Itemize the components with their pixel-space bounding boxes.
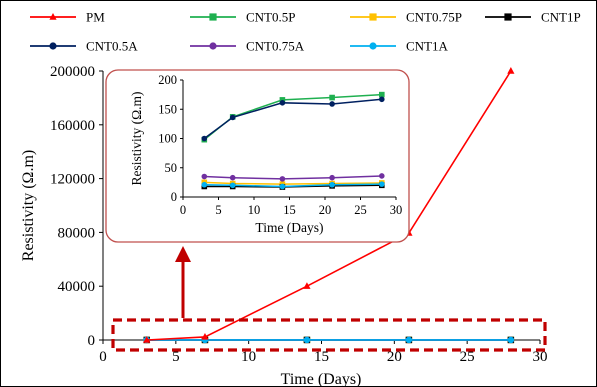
x-tick-label: 30 <box>533 349 548 365</box>
inset-x-tick-label: 10 <box>248 203 261 217</box>
inset-data-point <box>229 114 236 121</box>
data-point <box>507 336 515 344</box>
y-tick-label: 200000 <box>50 64 95 80</box>
inset-frame <box>105 69 410 243</box>
x-tick-label: 5 <box>172 349 180 365</box>
x-tick-label: 10 <box>241 349 256 365</box>
inset-series-cnt1a <box>201 181 385 190</box>
data-point <box>303 282 311 289</box>
legend-marker <box>209 13 217 21</box>
inset-data-point <box>279 176 286 182</box>
y-tick-label: 80000 <box>58 225 96 241</box>
legend-entry-pm: PM <box>30 10 105 25</box>
inset-data-point <box>379 181 385 187</box>
inset-data-point <box>279 183 286 190</box>
inset-x-tick-label: 0 <box>180 203 186 217</box>
main-plot: 0 40000 80000 120000 160000 200000 0 5 10 15 20 25 3… <box>20 64 548 387</box>
data-point <box>303 336 311 344</box>
data-point <box>143 336 151 343</box>
x-tick-label: 0 <box>99 349 107 365</box>
inset-x-tick-label: 30 <box>390 203 403 217</box>
inset-y-tick-label: 0 <box>171 190 177 204</box>
inset-data-point <box>329 174 335 181</box>
inset-data-point <box>329 94 335 101</box>
legend-marker <box>49 13 57 20</box>
y-tick-label: 160000 <box>50 118 95 134</box>
legend-marker <box>504 13 512 21</box>
legend-label: CNT0.5A <box>86 39 138 54</box>
legend-label: CNT1A <box>406 39 449 54</box>
legend-label: CNT0.75P <box>406 10 462 25</box>
inset-data-point <box>201 135 208 142</box>
y-tick-label: 0 <box>88 333 96 349</box>
inset-data-point <box>329 101 335 107</box>
legend: PM CNT0.5P CNT0.75P CNT1P CNT0.5A CNT0.75A CNT… <box>30 10 581 54</box>
legend-entry-cnt0-75p: CNT0.75P <box>350 10 462 25</box>
x-tick-label: 25 <box>460 349 475 365</box>
inset-data-point <box>379 91 385 98</box>
data-point <box>405 336 413 344</box>
x-tick-label: 20 <box>387 349 402 365</box>
inset-data-point <box>279 97 286 103</box>
legend-entry-cnt0-5a: CNT0.5A <box>30 39 138 54</box>
inset-y-tick-label: 100 <box>158 132 177 146</box>
legend-label: CNT0.5P <box>246 10 295 25</box>
inset-x-tick-label: 25 <box>354 203 367 217</box>
legend-label: PM <box>86 10 105 25</box>
inset-x-tick-label: 15 <box>283 203 296 217</box>
inset-data-point <box>201 173 208 180</box>
inset-y-axis-title: Resistivity (Ω.m) <box>129 91 144 185</box>
x-tick-label: 15 <box>314 349 329 365</box>
legend-entry-cnt1p: CNT1P <box>485 10 581 25</box>
inset-x-axis-title: Time (Days) <box>255 220 323 235</box>
inset-data-point <box>279 100 286 106</box>
legend-marker <box>49 42 57 50</box>
inset-series-cnt0-5a <box>201 96 385 142</box>
inset-series-cnt0-75a <box>201 173 385 182</box>
inset-data-point <box>201 181 208 188</box>
arrow-head <box>175 246 191 262</box>
legend-entry-cnt0-75a: CNT0.75A <box>190 39 305 54</box>
inset-y-tick-label: 150 <box>158 102 177 116</box>
inset-data-point <box>229 174 236 181</box>
y-tick-label: 40000 <box>58 279 96 295</box>
legend-label: CNT1P <box>541 10 581 25</box>
y-tick-label: 120000 <box>50 172 95 188</box>
inset-x-tick-label: 20 <box>319 203 332 217</box>
data-point <box>507 67 515 74</box>
x-axis-title: Time (Days) <box>281 371 362 387</box>
inset-data-point <box>379 173 385 179</box>
annotations <box>111 246 547 352</box>
legend-marker <box>209 42 217 50</box>
inset-plot: 0 50 100 150 200 0 5 10 15 20 25 30 Time (Days) Resis… <box>105 69 410 243</box>
y-axis-title: Resistivity (Ω.m) <box>20 150 37 261</box>
legend-marker <box>369 13 377 21</box>
inset-data-point <box>329 181 335 188</box>
legend-marker <box>369 42 377 50</box>
data-point <box>201 332 209 340</box>
inset-x-tick-label: 5 <box>215 203 221 217</box>
legend-label: CNT0.75A <box>246 39 305 54</box>
highlight-dashed-box <box>111 318 547 352</box>
legend-entry-cnt0-5p: CNT0.5P <box>190 10 295 25</box>
inset-y-tick-label: 200 <box>158 73 177 87</box>
inset-data-point <box>379 96 385 103</box>
inset-data-point <box>229 182 236 189</box>
legend-entry-cnt1a: CNT1A <box>350 39 449 54</box>
inset-y-tick-label: 50 <box>165 161 178 175</box>
